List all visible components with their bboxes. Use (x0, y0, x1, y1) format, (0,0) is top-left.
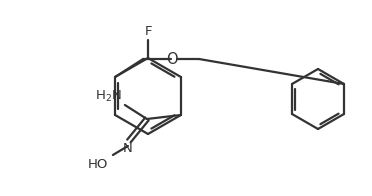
Text: H$_2$N: H$_2$N (95, 89, 122, 104)
Text: HO: HO (87, 158, 108, 171)
Text: N: N (123, 142, 133, 155)
Text: F: F (144, 25, 152, 38)
Text: O: O (166, 52, 178, 66)
